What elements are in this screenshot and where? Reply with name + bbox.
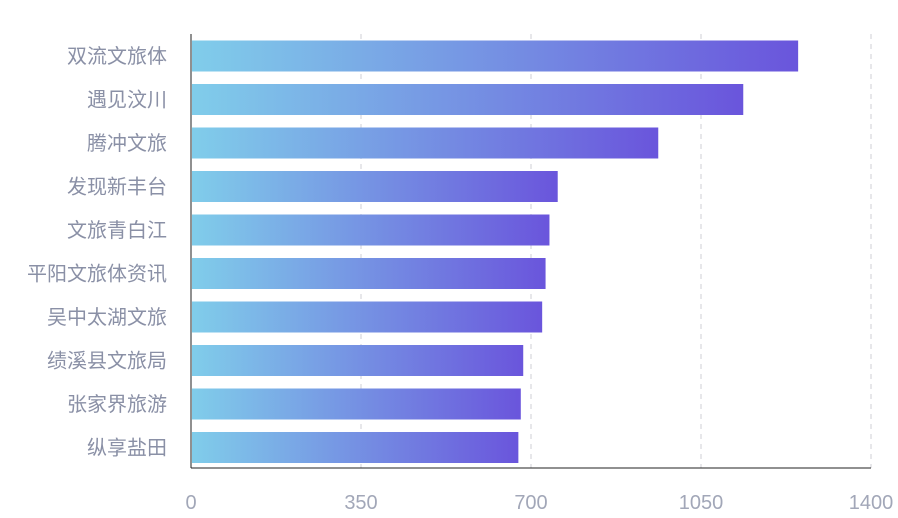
category-label: 腾冲文旅 [87,131,167,155]
bar [192,301,543,333]
x-tick-label: 350 [344,492,377,514]
category-label: 吴中太湖文旅 [47,305,167,329]
bar [192,40,799,72]
x-tick-label: 1050 [679,492,724,514]
bar [192,345,524,376]
x-tick-label: 1400 [849,492,894,514]
axes [190,34,871,469]
bar [192,388,521,420]
bar [192,214,550,246]
bar [192,84,744,115]
category-label: 遇见汶川 [87,88,167,112]
category-label: 文旅青白江 [67,218,167,242]
x-tick-labels: 0 350 700 1050 1400 [185,492,893,514]
category-label: 双流文旅体 [67,44,167,68]
bar [192,432,519,463]
category-label: 发现新丰台 [67,175,167,199]
bar-series [192,40,799,463]
category-label: 平阳文旅体资讯 [27,262,167,286]
category-label: 绩溪县文旅局 [47,349,167,373]
category-label: 张家界旅游 [67,392,167,416]
category-labels: 双流文旅体遇见汶川腾冲文旅发现新丰台文旅青白江平阳文旅体资讯吴中太湖文旅绩溪县文… [27,44,167,460]
bar [192,171,558,202]
bar [192,258,546,289]
category-label: 纵享盐田 [87,436,167,460]
x-tick-label: 0 [185,492,196,514]
x-tick-label: 700 [514,492,547,514]
bar [192,127,659,159]
